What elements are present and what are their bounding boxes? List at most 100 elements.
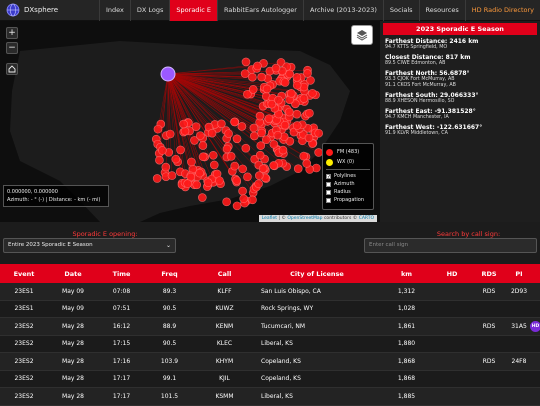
fm-station-marker[interactable] bbox=[256, 112, 264, 120]
zoom-in-button[interactable]: + bbox=[6, 27, 18, 39]
fm-station-marker[interactable] bbox=[193, 181, 201, 189]
nav-socials[interactable]: Socials bbox=[384, 0, 420, 21]
cell-call[interactable]: KENM bbox=[194, 323, 255, 330]
fm-station-marker[interactable] bbox=[305, 109, 313, 117]
nav-sporadic-e[interactable]: Sporadic E bbox=[170, 0, 218, 21]
header-call[interactable]: Call bbox=[194, 270, 255, 278]
fm-station-marker[interactable] bbox=[225, 130, 233, 138]
fm-station-marker[interactable] bbox=[308, 89, 316, 97]
fm-station-marker[interactable] bbox=[233, 135, 241, 143]
fm-station-marker[interactable] bbox=[270, 161, 278, 169]
brand[interactable]: DXsphere bbox=[0, 0, 100, 21]
fm-station-marker[interactable] bbox=[300, 152, 308, 160]
stat-station[interactable]: 94.7 KTTS Springfield, MO bbox=[385, 45, 537, 51]
fm-station-marker[interactable] bbox=[192, 123, 200, 131]
nav-rabbitears-autologger[interactable]: RabbitEars Autologger bbox=[218, 0, 304, 21]
fm-station-marker[interactable] bbox=[239, 187, 247, 195]
carto-link[interactable]: CARTO bbox=[359, 216, 374, 221]
fm-station-marker[interactable] bbox=[243, 173, 251, 181]
fm-station-marker[interactable] bbox=[168, 172, 176, 180]
fm-station-marker[interactable] bbox=[199, 142, 207, 150]
fm-station-marker[interactable] bbox=[181, 127, 189, 135]
fm-station-marker[interactable] bbox=[239, 165, 247, 173]
fm-station-marker[interactable] bbox=[231, 162, 239, 170]
fm-station-marker[interactable] bbox=[294, 165, 302, 173]
stat-station[interactable]: 91.1 CKOS Fort McMurray, AB bbox=[385, 83, 537, 89]
zoom-out-button[interactable]: − bbox=[6, 42, 18, 54]
layers-button[interactable] bbox=[351, 25, 373, 45]
nav-index[interactable]: Index bbox=[100, 0, 131, 21]
nav-archive[interactable]: Archive (2013-2023) bbox=[304, 0, 384, 21]
fm-station-marker[interactable] bbox=[293, 110, 301, 118]
fm-station-marker[interactable] bbox=[279, 146, 287, 154]
fm-station-marker[interactable] bbox=[204, 179, 212, 187]
fm-station-marker[interactable] bbox=[286, 70, 294, 78]
fm-station-marker[interactable] bbox=[199, 153, 207, 161]
fm-station-marker[interactable] bbox=[263, 85, 271, 93]
receiver-location-marker[interactable] bbox=[161, 67, 175, 81]
fm-station-marker[interactable] bbox=[155, 156, 163, 164]
fm-station-marker[interactable] bbox=[172, 155, 180, 163]
fm-station-marker[interactable] bbox=[303, 159, 311, 167]
fm-station-marker[interactable] bbox=[293, 81, 301, 89]
fm-station-marker[interactable] bbox=[281, 78, 289, 86]
fm-station-marker[interactable] bbox=[249, 196, 257, 204]
fm-station-marker[interactable] bbox=[196, 132, 204, 140]
fm-station-marker[interactable] bbox=[256, 151, 264, 159]
stat-station[interactable]: 88.9 XHESON Hermosillo, SO bbox=[385, 99, 537, 105]
fm-station-marker[interactable] bbox=[223, 198, 231, 206]
fm-station-marker[interactable] bbox=[154, 125, 162, 133]
fm-station-marker[interactable] bbox=[184, 180, 192, 188]
cell-call[interactable]: KJIL bbox=[194, 375, 255, 382]
fm-station-marker[interactable] bbox=[281, 121, 289, 129]
fm-station-marker[interactable] bbox=[198, 194, 206, 202]
option-azimuth[interactable]: Azimuth bbox=[326, 180, 370, 188]
fm-station-marker[interactable] bbox=[180, 120, 188, 128]
home-button[interactable] bbox=[6, 63, 18, 75]
fm-station-marker[interactable] bbox=[259, 165, 267, 173]
polylines-checkbox[interactable]: ✓ bbox=[326, 174, 331, 179]
header-hd[interactable]: HD bbox=[434, 270, 470, 278]
fm-station-marker[interactable] bbox=[233, 202, 241, 210]
fm-station-marker[interactable] bbox=[249, 85, 257, 93]
nav-dx-logs[interactable]: DX Logs bbox=[131, 0, 171, 21]
fm-station-marker[interactable] bbox=[242, 144, 250, 152]
fm-station-marker[interactable] bbox=[255, 180, 263, 188]
option-polylines[interactable]: ✓ Polylines bbox=[326, 172, 370, 180]
fm-station-marker[interactable] bbox=[258, 73, 266, 81]
fm-station-marker[interactable] bbox=[215, 177, 223, 185]
stat-station[interactable]: 89.5 CIWE Edmonton, AB bbox=[385, 61, 537, 67]
nav-resources[interactable]: Resources bbox=[420, 0, 466, 21]
header-time[interactable]: Time bbox=[98, 270, 145, 278]
nav-hd-radio-directory[interactable]: HD Radio Directory bbox=[466, 0, 540, 21]
fm-station-marker[interactable] bbox=[177, 146, 185, 154]
propagation-checkbox[interactable] bbox=[326, 198, 331, 203]
option-propagation[interactable]: Propagation bbox=[326, 196, 370, 204]
fm-station-marker[interactable] bbox=[272, 64, 280, 72]
fm-station-marker[interactable] bbox=[242, 58, 250, 66]
opening-select[interactable]: Entire 2023 Sporadic E Season ⌄ bbox=[3, 238, 176, 253]
fm-station-marker[interactable] bbox=[248, 73, 256, 81]
osm-link[interactable]: OpenStreetMap bbox=[287, 216, 322, 221]
azimuth-checkbox[interactable] bbox=[326, 182, 331, 187]
fm-station-marker[interactable] bbox=[293, 121, 301, 129]
header-rds[interactable]: RDS bbox=[470, 270, 508, 278]
leaflet-link[interactable]: Leaflet bbox=[262, 216, 277, 221]
fm-station-marker[interactable] bbox=[196, 169, 204, 177]
header-city[interactable]: City of License bbox=[255, 270, 379, 278]
fm-station-marker[interactable] bbox=[315, 129, 323, 137]
cell-call[interactable]: KLEC bbox=[194, 340, 255, 347]
fm-station-marker[interactable] bbox=[158, 146, 166, 154]
header-event[interactable]: Event bbox=[0, 270, 48, 278]
fm-station-marker[interactable] bbox=[227, 152, 235, 160]
stat-station[interactable]: 94.7 KMCH Manchester, IA bbox=[385, 115, 537, 121]
header-km[interactable]: km bbox=[379, 270, 434, 278]
fm-station-marker[interactable] bbox=[293, 73, 301, 81]
stat-station[interactable]: 91.9 KLVR Middletown, CA bbox=[385, 131, 537, 137]
